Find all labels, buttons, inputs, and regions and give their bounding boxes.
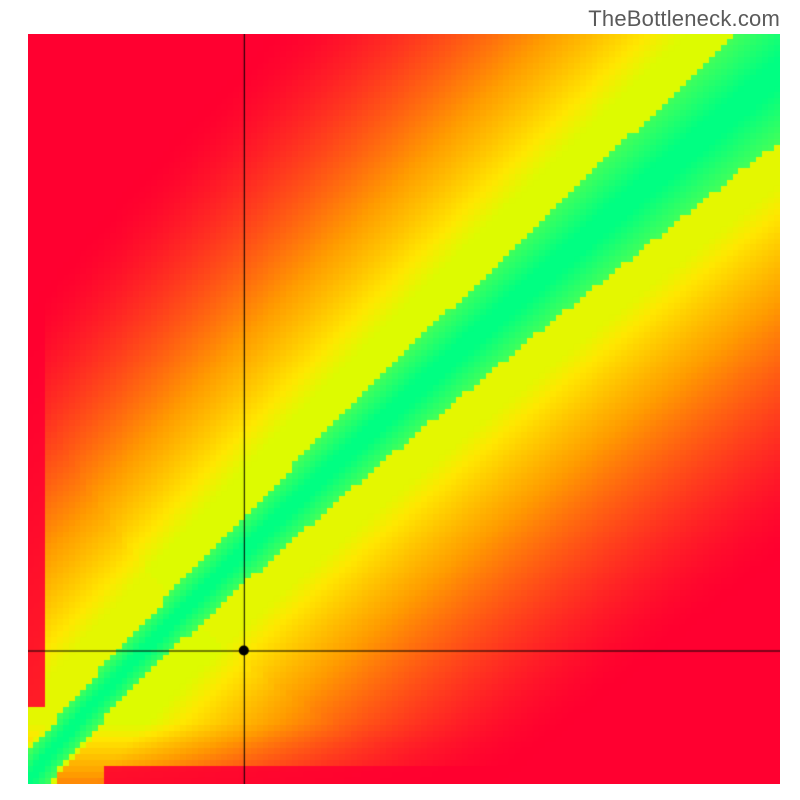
- watermark-text: TheBottleneck.com: [588, 6, 780, 32]
- bottleneck-heatmap: [28, 34, 780, 784]
